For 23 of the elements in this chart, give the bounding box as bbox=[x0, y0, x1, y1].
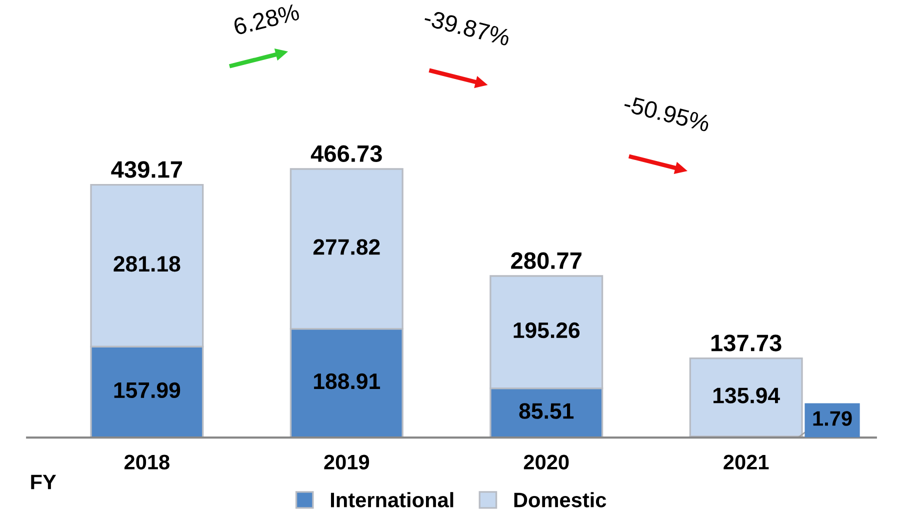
text: 6.28% bbox=[232, 3, 300, 36]
x-axis-title: FY bbox=[31, 474, 56, 490]
legend-label: Domestic bbox=[514, 492, 606, 508]
total-label: 137.73 bbox=[711, 334, 782, 352]
total-label: 439.17 bbox=[111, 161, 182, 178]
bar bbox=[689, 357, 803, 438]
data-label: 195.26 bbox=[514, 322, 580, 338]
x-tick-label: 2018 bbox=[124, 454, 170, 470]
data-label: 188.91 bbox=[314, 373, 380, 390]
text: -39.87% bbox=[423, 9, 511, 46]
data-label: 277.82 bbox=[313, 239, 380, 255]
x-tick-label: 2020 bbox=[524, 454, 569, 470]
x-tick-label: 2019 bbox=[324, 454, 370, 470]
data-label: 157.99 bbox=[114, 382, 180, 398]
total-label: 280.77 bbox=[511, 252, 582, 270]
data-label: 85.51 bbox=[519, 403, 574, 419]
legend-label: International bbox=[331, 492, 454, 508]
data-label: 281.18 bbox=[114, 256, 180, 272]
data-label: 135.94 bbox=[714, 388, 780, 404]
x-tick-label: 2021 bbox=[724, 454, 769, 470]
data-label: 1.79 bbox=[813, 411, 852, 426]
text: -50.95% bbox=[623, 94, 711, 132]
total-label: 466.73 bbox=[310, 145, 382, 162]
